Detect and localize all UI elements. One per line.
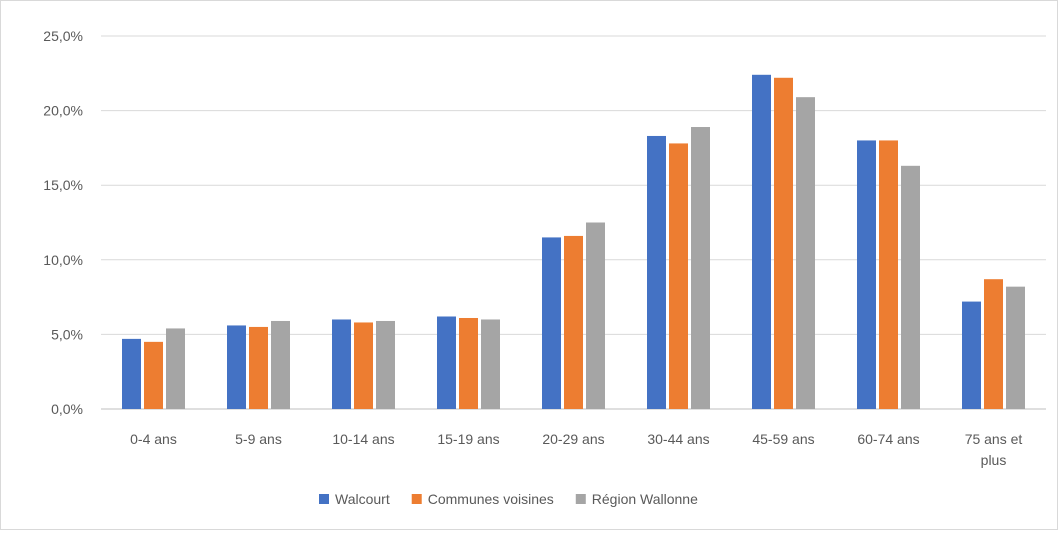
y-tick-label: 0,0% [51,401,83,417]
bar [437,316,456,409]
bar [542,237,561,409]
x-tick-label: 20-29 ans [542,431,604,447]
bar [332,319,351,409]
bar [691,127,710,410]
bar [122,338,141,409]
bar [376,320,395,409]
x-tick-label: 60-74 ans [857,431,919,447]
bar [774,77,793,409]
y-tick-label: 20,0% [43,103,83,119]
bar [271,320,290,409]
x-tick-label: 15-19 ans [437,431,499,447]
x-tick-label: 75 ans et plus [965,431,1023,468]
x-tick-label: 10-14 ans [332,431,394,447]
bar [459,317,478,409]
bar [1006,286,1025,409]
y-tick-label: 25,0% [43,28,83,44]
bar [166,328,185,409]
legend-label: Communes voisines [428,491,554,507]
bar [901,165,920,409]
bar [796,97,815,409]
x-tick-label: 5-9 ans [235,431,282,447]
bar [752,74,771,410]
bar [984,279,1003,409]
bar [249,326,268,409]
bar [227,325,246,409]
legend-label: Région Wallonne [592,491,698,507]
bar [857,140,876,409]
legend-swatch [411,494,422,504]
legend-swatch [319,494,329,504]
x-tick-label: 45-59 ans [752,431,814,447]
bar [481,319,500,409]
legend-label: Walcourt [335,491,390,507]
bar [354,322,373,409]
bar [669,143,688,409]
bar [144,341,163,409]
y-tick-label: 15,0% [43,177,83,193]
bar [962,301,981,409]
bars [122,74,1025,410]
x-axis-tick-labels: 0-4 ans 5-9 ans 10-14 ans 15-19 ans 20-29 an… [130,431,1022,468]
bar [879,140,898,409]
bar [564,235,583,409]
legend-swatch [575,494,586,504]
y-tick-label: 5,0% [51,326,83,342]
x-tick-label: 0-4 ans [130,431,177,447]
bar [586,222,605,409]
x-tick-label: 30-44 ans [647,431,709,447]
bar [647,135,666,410]
legend: Walcourt Communes voisines Région Wallonne [319,491,698,507]
y-axis-tick-labels: 0,0% 5,0% 10,0% 15,0% 20,0% 25,0% [43,28,83,417]
y-tick-label: 10,0% [43,252,83,268]
